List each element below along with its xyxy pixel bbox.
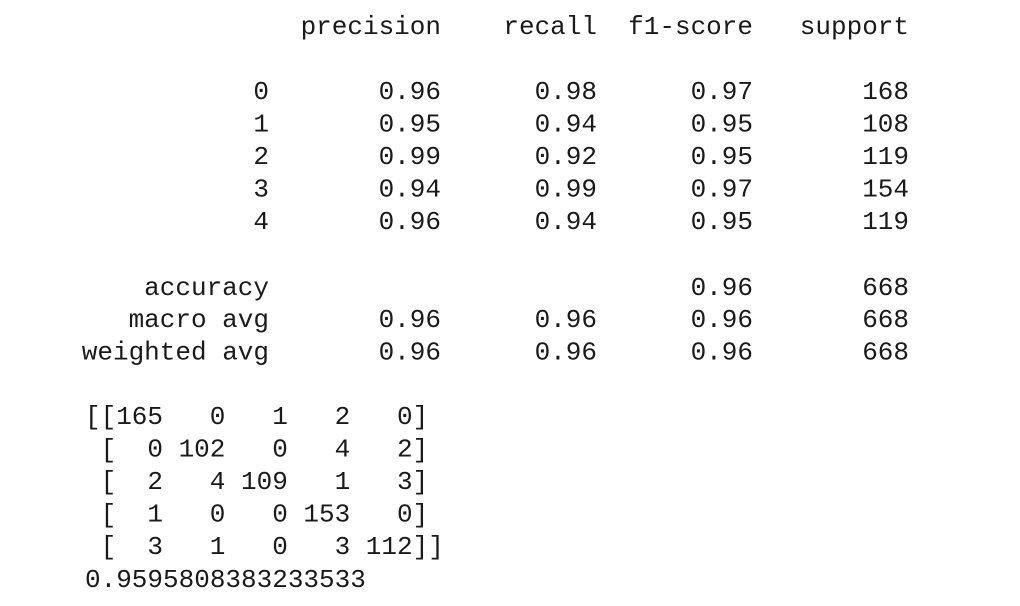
cell: 0.96 [691, 305, 753, 335]
matrix-cell: 0 [272, 434, 288, 464]
matrix-cell: 0 [210, 402, 226, 432]
cell: 668 [862, 305, 909, 335]
cell: 0.97 [691, 77, 753, 107]
matrix-cell: 1 [335, 467, 351, 497]
row-label: accuracy [144, 273, 269, 303]
cell: 0.96 [379, 305, 441, 335]
cell: 119 [862, 142, 909, 172]
matrix-cell: 153 [303, 499, 350, 529]
column-header: f1-score [628, 12, 753, 42]
bracket: ] [413, 500, 429, 530]
matrix-cell: 0 [210, 499, 226, 529]
bracket: [ [101, 435, 117, 465]
matrix-cell: 109 [241, 467, 288, 497]
matrix-cell: 3 [397, 467, 413, 497]
bracket: [[ [85, 402, 116, 432]
matrix-cell: 4 [210, 467, 226, 497]
cell: 0.96 [379, 207, 441, 237]
cell: 0.96 [691, 273, 753, 303]
matrix-cell: 2 [335, 402, 351, 432]
accuracy-score: 0.9595808383233533 [85, 565, 366, 595]
matrix-cell: 0 [272, 499, 288, 529]
matrix-brackets: [[ [ [ [ [ ] ] ] ] ]] [85, 402, 444, 562]
cell: 0.96 [379, 337, 441, 367]
cell: 0.96 [691, 337, 753, 367]
cell: 108 [862, 109, 909, 139]
cell: 0.97 [691, 174, 753, 204]
matrix-cell: 0 [397, 499, 413, 529]
bracket: [ [101, 500, 117, 530]
row-label: 1 [253, 109, 269, 139]
cell: 0.94 [379, 174, 441, 204]
column-header: support [800, 12, 909, 42]
matrix-cell: 1 [272, 402, 288, 432]
matrix-cell: 165 [116, 402, 163, 432]
matrix-cell: 0 [272, 532, 288, 562]
cell: 154 [862, 174, 909, 204]
cell: 0.92 [535, 142, 597, 172]
cell: 168 [862, 77, 909, 107]
cell: 0.99 [379, 142, 441, 172]
bracket: [ [101, 532, 117, 562]
bracket: ] [413, 402, 429, 432]
row-label: 4 [253, 207, 269, 237]
cell: 0.95 [691, 142, 753, 172]
cell: 0.95 [379, 109, 441, 139]
row-label: macro avg [129, 305, 269, 335]
matrix-cell: 1 [147, 499, 163, 529]
bracket: ]] [413, 532, 444, 562]
matrix-cell: 0 [397, 402, 413, 432]
cell: 0.94 [535, 207, 597, 237]
matrix-cell: 112 [366, 532, 413, 562]
matrix-cell: 1 [210, 532, 226, 562]
cell: 0.95 [691, 109, 753, 139]
cell: 668 [862, 337, 909, 367]
row-label: 3 [253, 174, 269, 204]
column-header: recall [503, 12, 597, 42]
cell: 0.95 [691, 207, 753, 237]
matrix-cell: 102 [179, 434, 226, 464]
cell: 0.96 [535, 337, 597, 367]
column-header: precision [301, 12, 441, 42]
cell: 0.96 [379, 77, 441, 107]
matrix-cell: 0 [147, 434, 163, 464]
cell: 119 [862, 207, 909, 237]
matrix-cell: 3 [147, 532, 163, 562]
bracket: ] [413, 467, 429, 497]
cell: 0.96 [535, 305, 597, 335]
cell: 0.94 [535, 109, 597, 139]
cell: 0.98 [535, 77, 597, 107]
matrix-cell: 3 [335, 532, 351, 562]
cell: 668 [862, 273, 909, 303]
bracket: [ [101, 467, 117, 497]
row-label: weighted avg [82, 337, 269, 367]
matrix-cell: 4 [335, 434, 351, 464]
matrix-cell: 2 [397, 434, 413, 464]
bracket: ] [413, 435, 429, 465]
cell: 0.99 [535, 174, 597, 204]
matrix-cell: 2 [147, 467, 163, 497]
row-label: 0 [253, 77, 269, 107]
row-label: 2 [253, 142, 269, 172]
